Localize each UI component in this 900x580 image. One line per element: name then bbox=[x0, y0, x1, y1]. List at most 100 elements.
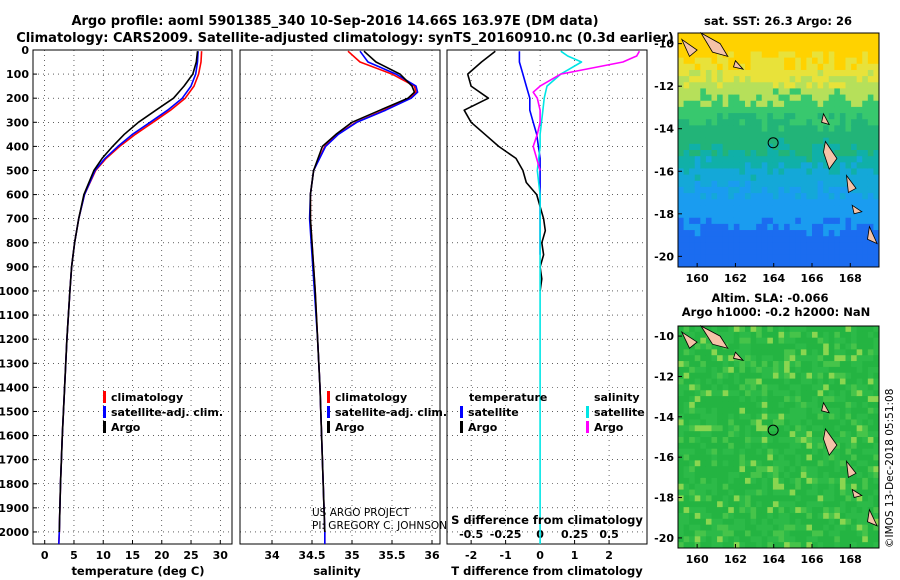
map-cell bbox=[728, 483, 735, 490]
map-cell bbox=[873, 419, 880, 426]
map-cell bbox=[873, 524, 880, 531]
map-cell bbox=[745, 180, 751, 188]
map-cell bbox=[717, 326, 724, 333]
map-cell bbox=[828, 331, 835, 339]
map-cell bbox=[862, 489, 869, 496]
map-cell bbox=[722, 205, 729, 212]
map-cell bbox=[834, 254, 841, 262]
map-cell bbox=[789, 512, 796, 520]
map-cell bbox=[778, 143, 785, 151]
map-cell bbox=[678, 384, 684, 391]
map-cell bbox=[678, 76, 684, 83]
map-cell bbox=[767, 512, 774, 520]
map-cell bbox=[867, 119, 874, 126]
map-cell bbox=[856, 217, 863, 225]
map-cell bbox=[784, 384, 791, 391]
map-cell bbox=[772, 156, 779, 163]
map-cell bbox=[812, 355, 818, 362]
map-cell bbox=[845, 413, 852, 420]
map-cell bbox=[683, 82, 690, 89]
map-cell bbox=[761, 442, 768, 450]
map-cell bbox=[823, 466, 830, 473]
map-cell bbox=[778, 466, 785, 473]
map-cell bbox=[739, 193, 746, 200]
map-cell bbox=[733, 242, 740, 249]
map-cell bbox=[750, 205, 757, 212]
map-cell bbox=[689, 507, 696, 514]
map-cell bbox=[839, 454, 846, 461]
map-cell bbox=[856, 355, 863, 362]
map-cell bbox=[851, 483, 858, 490]
map-cell bbox=[828, 260, 835, 268]
map-cell bbox=[867, 193, 874, 200]
map-cell bbox=[689, 396, 696, 403]
map-cell bbox=[845, 199, 852, 206]
map-cell bbox=[867, 39, 874, 46]
depth-tick-label: 400 bbox=[6, 140, 29, 153]
map-cell bbox=[867, 384, 874, 391]
map-cell bbox=[806, 507, 813, 514]
map-cell bbox=[689, 472, 696, 479]
map-cell bbox=[756, 69, 763, 77]
map-cell bbox=[761, 168, 768, 176]
map-cell bbox=[839, 372, 846, 379]
map-cell bbox=[694, 361, 701, 368]
map-cell bbox=[823, 530, 830, 537]
map-cell bbox=[756, 401, 763, 409]
map-cell bbox=[873, 57, 880, 65]
map-cell bbox=[800, 260, 807, 268]
map-cell bbox=[722, 407, 729, 415]
map-cell bbox=[767, 372, 774, 379]
map-cell bbox=[800, 236, 807, 243]
map-cell bbox=[873, 366, 880, 374]
map-cell bbox=[728, 437, 735, 444]
map-cell bbox=[873, 217, 880, 225]
map-cell bbox=[694, 193, 701, 200]
map-cell bbox=[839, 113, 846, 120]
map-cell bbox=[767, 425, 774, 432]
map-cell bbox=[778, 437, 785, 444]
map-cell bbox=[800, 413, 807, 420]
island-shape bbox=[699, 31, 729, 58]
map-cell bbox=[800, 361, 807, 368]
map-cell bbox=[778, 425, 785, 432]
map-cell bbox=[778, 413, 785, 420]
map-cell bbox=[705, 501, 712, 508]
depth-tick-label: 1500 bbox=[0, 405, 29, 418]
map-cell bbox=[717, 349, 724, 356]
map-cell bbox=[806, 448, 813, 455]
map-cell bbox=[739, 512, 746, 520]
map-cell bbox=[795, 372, 802, 379]
map-cell bbox=[767, 150, 774, 157]
map-cell bbox=[867, 495, 874, 502]
map-cell bbox=[812, 174, 818, 182]
depth-tick-label: 200 bbox=[6, 92, 29, 105]
map-cell bbox=[728, 337, 735, 344]
map-cell bbox=[722, 454, 729, 461]
map-cell bbox=[761, 82, 768, 89]
map-cell bbox=[711, 542, 718, 549]
map-cell bbox=[728, 536, 735, 543]
map-cell bbox=[800, 63, 807, 71]
map-cell bbox=[795, 186, 802, 194]
map-cell bbox=[812, 501, 818, 508]
map-cell bbox=[828, 242, 835, 249]
map-cell bbox=[745, 378, 751, 385]
map-cell bbox=[717, 460, 724, 467]
map-cell bbox=[817, 454, 824, 461]
map-cell bbox=[722, 337, 729, 344]
map-cell bbox=[851, 495, 858, 502]
map-cell bbox=[856, 45, 863, 52]
map-cell bbox=[761, 349, 768, 356]
map-cell bbox=[689, 57, 696, 65]
map-cell bbox=[856, 372, 863, 379]
map-cell bbox=[778, 88, 785, 95]
map-cell bbox=[851, 413, 858, 420]
map-cell bbox=[683, 384, 690, 391]
map-cell bbox=[678, 512, 684, 520]
sdiff-xlabel: S difference from climatology bbox=[451, 513, 643, 527]
map-cell bbox=[873, 63, 880, 71]
map-cell bbox=[761, 186, 768, 194]
map-cell bbox=[750, 125, 757, 132]
map-cell bbox=[823, 489, 830, 496]
